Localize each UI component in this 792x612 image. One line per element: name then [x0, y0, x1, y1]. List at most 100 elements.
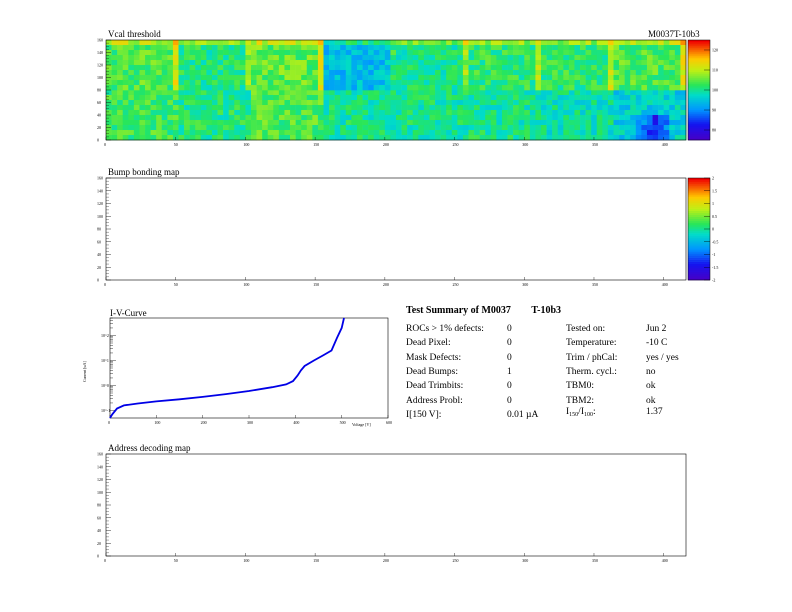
- vcal-pixel-cell: [418, 55, 425, 61]
- vcal-pixel-cell: [446, 120, 453, 126]
- vcal-pixel-cell: [663, 100, 670, 106]
- vcal-pixel-cell: [145, 125, 151, 131]
- vcal-pixel-cell: [156, 125, 163, 131]
- vcal-pixel-cell: [156, 100, 163, 106]
- vcal-pixel-cell: [418, 115, 425, 121]
- vcal-pixel-cell: [117, 115, 124, 121]
- vcal-pixel-cell: [641, 55, 648, 61]
- vcal-pixel-cell: [418, 105, 425, 111]
- vcal-pixel-cell: [295, 70, 302, 76]
- vcal-pixel-cell: [278, 120, 285, 126]
- vcal-pixel-cell: [462, 90, 469, 96]
- vcal-pixel-cell: [635, 45, 642, 51]
- vcal-pixel-cell: [546, 60, 553, 66]
- vcal-pixel-cell: [239, 40, 246, 46]
- vcal-pixel-cell: [128, 105, 135, 111]
- vcal-z-tick-label: 80: [712, 128, 716, 133]
- vcal-pixel-cell: [189, 90, 196, 96]
- vcal-pixel-cell: [507, 115, 514, 121]
- vcal-pixel-cell: [167, 125, 174, 131]
- vcal-pixel-cell: [278, 90, 285, 96]
- address-x-tick-label: 0: [104, 558, 106, 563]
- vcal-pixel-cell: [128, 70, 135, 76]
- vcal-pixel-cell: [568, 105, 575, 111]
- vcal-pixel-cell: [574, 80, 581, 86]
- vcal-pixel-cell: [167, 95, 174, 101]
- vcal-pixel-cell: [501, 105, 508, 111]
- vcal-pixel-cell: [167, 45, 174, 51]
- vcal-pixel-cell: [290, 95, 296, 101]
- vcal-pixel-cell: [613, 130, 620, 136]
- vcal-pixel-cell: [251, 60, 257, 66]
- vcal-pixel-cell: [674, 55, 681, 61]
- vcal-pixel-cell: [206, 125, 213, 131]
- iv-x-tick-label: 300: [247, 420, 253, 425]
- vcal-pixel-cell: [184, 60, 190, 66]
- iv-y-tick-label: 10^-1: [101, 408, 110, 413]
- vcal-pixel-cell: [635, 60, 642, 66]
- vcal-pixel-cell: [546, 110, 553, 116]
- vcal-pixel-cell: [245, 45, 252, 51]
- vcal-pixel-cell: [585, 120, 592, 126]
- vcal-pixel-cell: [228, 135, 235, 141]
- vcal-pixel-cell: [474, 45, 480, 51]
- vcal-pixel-cell: [485, 115, 492, 121]
- address-x-tick-label: 250: [453, 558, 459, 563]
- vcal-pixel-cell: [172, 65, 179, 71]
- vcal-pixel-cell: [122, 75, 129, 81]
- vcal-pixel-cell: [122, 55, 129, 61]
- vcal-pixel-cell: [251, 130, 257, 136]
- vcal-pixel-cell: [223, 125, 229, 131]
- vcal-pixel-cell: [340, 125, 347, 131]
- vcal-pixel-cell: [178, 85, 185, 91]
- address-y-tick-label: 60: [97, 515, 101, 520]
- vcal-pixel-cell: [423, 45, 430, 51]
- vcal-pixel-cell: [150, 45, 157, 51]
- vcal-pixel-cell: [412, 55, 419, 61]
- vcal-pixel-cell: [145, 70, 151, 76]
- vcal-pixel-cell: [630, 105, 637, 111]
- vcal-pixel-cell: [362, 80, 369, 86]
- vcal-pixel-cell: [568, 60, 575, 66]
- vcal-pixel-cell: [429, 90, 436, 96]
- vcal-pixel-cell: [345, 135, 352, 141]
- vcal-pixel-cell: [429, 55, 436, 61]
- vcal-pixel-cell: [501, 65, 508, 71]
- vcal-pixel-cell: [524, 130, 531, 136]
- vcal-pixel-cell: [139, 100, 146, 106]
- vcal-pixel-cell: [669, 90, 676, 96]
- vcal-pixel-cell: [133, 45, 140, 51]
- vcal-pixel-cell: [457, 45, 464, 51]
- vcal-pixel-cell: [384, 135, 391, 141]
- bump-color-bin: [688, 214, 710, 218]
- vcal-pixel-cell: [273, 45, 280, 51]
- vcal-pixel-cell: [284, 135, 291, 141]
- summary-right-value: Jun 2: [646, 324, 667, 334]
- vcal-pixel-cell: [217, 120, 224, 126]
- vcal-pixel-cell: [306, 80, 313, 86]
- vcal-pixel-cell: [368, 120, 374, 126]
- vcal-pixel-cell: [401, 125, 408, 131]
- vcal-pixel-cell: [663, 70, 670, 76]
- vcal-pixel-cell: [607, 60, 614, 66]
- vcal-pixel-cell: [479, 60, 486, 66]
- vcal-pixel-cell: [340, 130, 347, 136]
- vcal-pixel-cell: [379, 85, 386, 91]
- vcal-pixel-cell: [602, 125, 609, 131]
- vcal-pixel-cell: [513, 85, 519, 91]
- vcal-pixel-cell: [312, 45, 319, 51]
- bump-color-bin: [688, 190, 710, 193]
- vcal-pixel-cell: [513, 90, 519, 96]
- vcal-pixel-cell: [435, 40, 441, 46]
- vcal-pixel-cell: [223, 40, 229, 46]
- vcal-pixel-cell: [580, 40, 586, 46]
- vcal-pixel-cell: [524, 55, 531, 61]
- vcal-pixel-cell: [106, 130, 112, 136]
- vcal-pixel-cell: [329, 105, 335, 111]
- vcal-pixel-cell: [535, 135, 542, 141]
- vcal-pixel-cell: [290, 100, 296, 106]
- vcal-pixel-cell: [396, 40, 402, 46]
- vcal-pixel-cell: [334, 65, 341, 71]
- vcal-pixel-cell: [290, 40, 296, 46]
- vcal-pixel-cell: [468, 40, 475, 46]
